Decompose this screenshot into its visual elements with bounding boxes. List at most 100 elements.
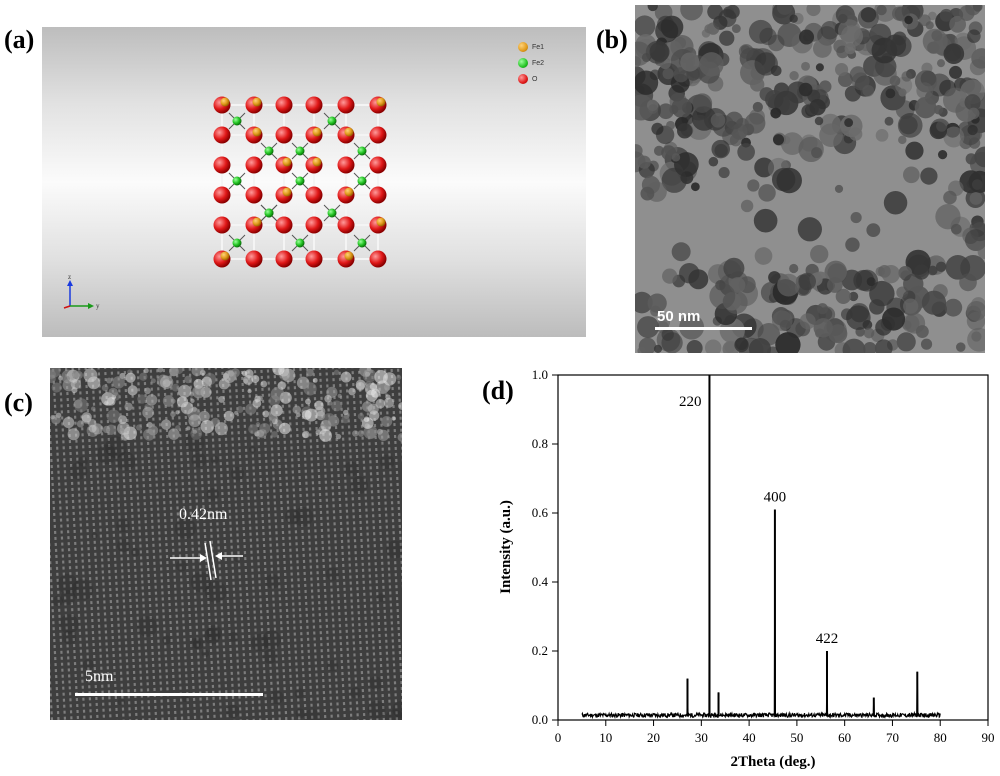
hrtem-scale-label: 5nm	[85, 668, 114, 685]
fe1-legend-dot	[518, 42, 528, 52]
oxygen-atom	[305, 186, 323, 204]
fe2-legend-dot	[518, 58, 528, 68]
oxygen-atom	[305, 216, 323, 234]
x-tick-label: 80	[934, 730, 947, 745]
oxygen-atom	[305, 250, 323, 268]
y-tick-label: 0.4	[532, 574, 549, 589]
o-legend-label: O	[532, 76, 538, 83]
tem-scale-label: 50 nm	[657, 308, 701, 325]
x-tick-label: 20	[647, 730, 660, 745]
x-axis-label: 2Theta (deg.)	[731, 754, 816, 770]
y-tick-label: 0.6	[532, 505, 549, 520]
lattice-spacing-label: 0.42nm	[179, 506, 228, 523]
y-tick-label: 0.8	[532, 436, 548, 451]
axis-z-label: z	[68, 273, 71, 281]
fe1-atom	[376, 97, 386, 107]
fe1-atom	[220, 251, 230, 261]
x-tick-label: 90	[982, 730, 995, 745]
fe2-atom	[264, 208, 274, 218]
fe1-atom	[282, 157, 292, 167]
x-tick-label: 10	[599, 730, 612, 745]
lattice-spacing-marker	[170, 540, 243, 581]
fe1-legend-label: Fe1	[532, 44, 545, 51]
fe1-atom	[312, 127, 322, 137]
fe1-atom	[282, 187, 292, 197]
oxygen-atom	[369, 156, 387, 174]
xrd-pattern-line	[581, 374, 941, 720]
fe2-atom	[264, 146, 274, 156]
fe2-atom	[327, 116, 337, 126]
oxygen-atom	[213, 216, 231, 234]
xrd-ticks: 0 10 20 30 40 50 60 70 80 90 0.0 0.2 0.4 0.6 0.8 1.0	[532, 370, 995, 745]
fe1-atom	[252, 217, 262, 227]
oxygen-atom	[275, 216, 293, 234]
hrtem-scale-bar	[75, 693, 263, 696]
crystal-structure-panel: Fe1 Fe2 O z y	[42, 27, 586, 337]
oxygen-atom	[337, 216, 355, 234]
peak-label: 400	[764, 490, 787, 506]
peak-label: 220	[679, 394, 702, 410]
oxygen-atom	[213, 126, 231, 144]
plot-frame	[557, 374, 989, 721]
panel-label-b: (b)	[596, 25, 628, 54]
fe1-atom	[252, 97, 262, 107]
peak-label: 422	[816, 631, 839, 647]
fe2-atom	[327, 208, 337, 218]
x-tick-label: 40	[743, 730, 756, 745]
tem-scale-bar	[655, 327, 752, 330]
y-tick-label: 0.0	[532, 712, 548, 727]
fe1-atom	[344, 251, 354, 261]
fe1-atom	[376, 217, 386, 227]
oxygen-atom	[213, 186, 231, 204]
panel-label-a: (a)	[4, 25, 35, 54]
o-legend-dot	[518, 74, 528, 84]
oxygen-atom	[337, 156, 355, 174]
oxygen-atom	[275, 250, 293, 268]
lattice-atoms	[213, 96, 387, 268]
axis-triad: z y	[63, 273, 100, 310]
oxygen-atom	[337, 96, 355, 114]
oxygen-atom	[245, 156, 263, 174]
y-tick-label: 1.0	[532, 370, 548, 382]
fe1-atom	[252, 127, 262, 137]
y-tick-label: 0.2	[532, 643, 548, 658]
x-tick-label: 50	[790, 730, 803, 745]
oxygen-atom	[369, 126, 387, 144]
hrtem-image-panel: 0.42nm 5nm	[50, 368, 402, 720]
fe1-atom	[344, 127, 354, 137]
fe2-atom	[357, 238, 367, 248]
tem-nanoparticles-image	[635, 5, 985, 353]
x-tick-label: 60	[838, 730, 851, 745]
fe2-atom	[357, 146, 367, 156]
oxygen-atom	[369, 250, 387, 268]
xrd-chart: 220 400 422 0 10 20 30 40 50 60 70 80 90 0.0 0.2 0.4 0.…	[498, 370, 995, 770]
hrtem-lattice-image	[50, 368, 402, 720]
fe2-atom	[295, 146, 305, 156]
x-tick-label: 70	[886, 730, 899, 745]
fe1-atom	[344, 187, 354, 197]
fe2-atom	[232, 238, 242, 248]
fe1-atom	[312, 157, 322, 167]
oxygen-atom	[213, 156, 231, 174]
y-axis-label: Intensity (a.u.)	[498, 500, 514, 594]
fe2-legend-label: Fe2	[532, 60, 545, 67]
crystal-lattice	[213, 96, 387, 268]
oxygen-atom	[369, 186, 387, 204]
oxygen-atom	[245, 186, 263, 204]
x-tick-label: 0	[555, 730, 562, 745]
oxygen-atom	[275, 126, 293, 144]
fe2-atom	[232, 176, 242, 186]
oxygen-atom	[275, 96, 293, 114]
fe2-atom	[357, 176, 367, 186]
fe2-atom	[295, 176, 305, 186]
fe1-atom	[220, 97, 230, 107]
tem-image-panel: 50 nm	[635, 5, 985, 353]
fe2-atom	[295, 238, 305, 248]
x-tick-label: 30	[695, 730, 708, 745]
oxygen-atom	[245, 250, 263, 268]
panel-label-d: (d)	[482, 376, 514, 405]
oxygen-atom	[305, 96, 323, 114]
axis-y-label: y	[96, 302, 100, 310]
fe2-atom	[232, 116, 242, 126]
xrd-peaks: 220 400 422	[679, 375, 919, 717]
